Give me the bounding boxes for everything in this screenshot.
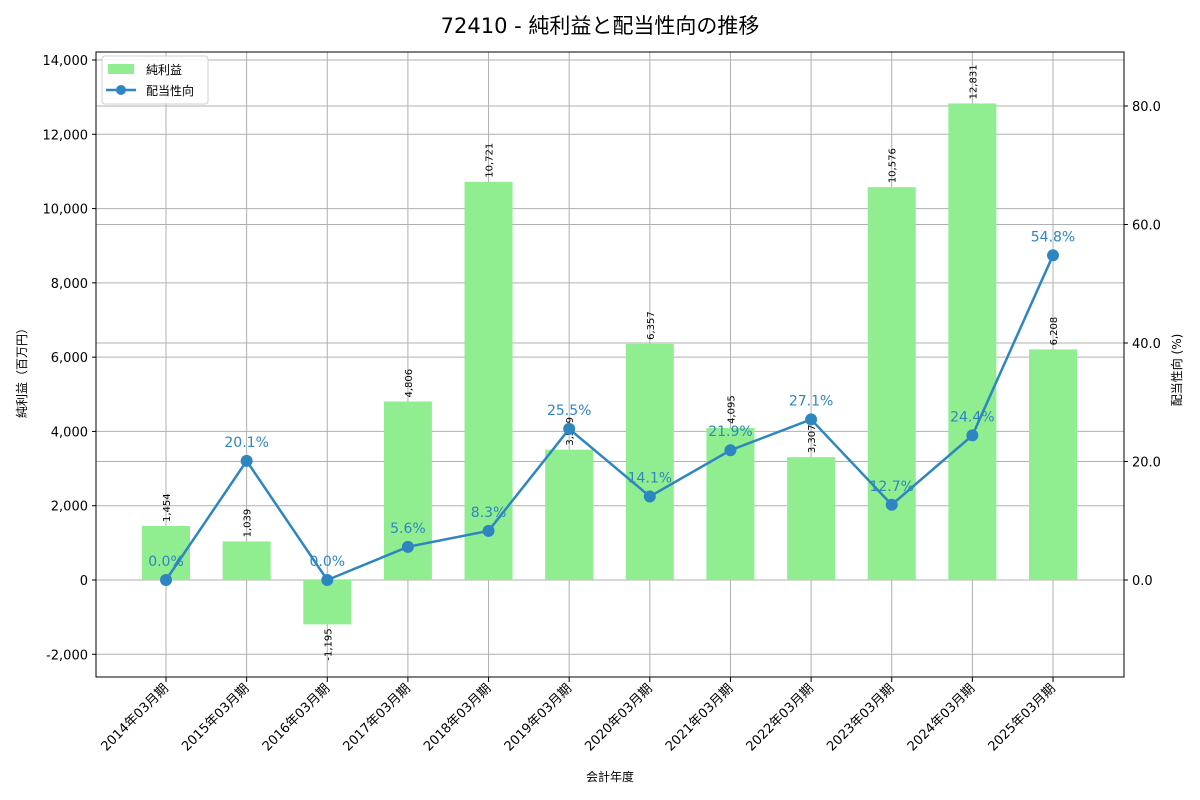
bar-value-label: 1,454: [162, 493, 173, 522]
right-axis-label: 配当性向 (%): [1169, 334, 1184, 407]
percent-label: 12.7%: [869, 479, 913, 495]
svg-text:2018年03月期: 2018年03月期: [421, 681, 494, 754]
bar-series: [142, 103, 1077, 625]
svg-text:0.0: 0.0: [1132, 574, 1153, 589]
percent-label: 54.8%: [1031, 229, 1075, 245]
right-axis-ticks: 0.0 20.0 40.0 60.0 80.0: [1124, 100, 1161, 589]
bar-value-label: 4,806: [404, 369, 415, 398]
svg-text:2019年03月期: 2019年03月期: [502, 681, 575, 754]
bar-value-label: 10,721: [485, 143, 496, 178]
line-marker: [724, 444, 737, 457]
plot-frame: [95, 51, 1125, 678]
svg-text:2025年03月期: 2025年03月期: [986, 681, 1059, 754]
bar-value-labels: 1,4541,039-1,1954,80610,7213,5096,3574,0…: [162, 64, 1060, 660]
bar-value-label: 6,357: [646, 311, 657, 340]
line-marker: [160, 574, 172, 586]
legend-line-marker-icon: [116, 85, 126, 95]
line-marker: [643, 490, 656, 503]
svg-text:80.0: 80.0: [1132, 100, 1161, 115]
svg-text:2014年03月期: 2014年03月期: [99, 681, 172, 754]
chart-title: 72410 - 純利益と配当性向の推移: [440, 14, 760, 38]
bar-value-label: 3,307: [807, 425, 818, 454]
bar: [142, 525, 190, 580]
svg-text:2016年03月期: 2016年03月期: [260, 681, 333, 754]
left-axis-ticks: -2,000 0 2,000 4,000 6,000 8,000 10,000 12,000 1…: [43, 54, 96, 663]
percent-label: 21.9%: [708, 424, 752, 440]
legend-bar-swatch: [108, 64, 134, 74]
percent-label: 25.5%: [547, 403, 591, 419]
percent-label: 27.1%: [789, 393, 833, 409]
bar: [545, 449, 594, 580]
svg-text:-2,000: -2,000: [46, 648, 88, 663]
svg-text:12,000: 12,000: [43, 128, 89, 143]
svg-text:2021年03月期: 2021年03月期: [663, 681, 736, 754]
svg-text:2020年03月期: 2020年03月期: [582, 681, 655, 754]
line-marker: [482, 524, 495, 537]
line-marker: [321, 574, 334, 586]
percent-label: 24.4%: [950, 409, 994, 425]
svg-text:60.0: 60.0: [1132, 219, 1161, 234]
svg-text:0: 0: [80, 574, 88, 589]
svg-text:40.0: 40.0: [1132, 337, 1161, 352]
left-axis-label: 純利益（百万円）: [15, 322, 29, 418]
svg-text:4,000: 4,000: [51, 425, 88, 440]
bar: [867, 187, 916, 581]
svg-text:2024年03月期: 2024年03月期: [905, 681, 978, 754]
bar-value-label: -1,195: [323, 628, 334, 660]
x-axis-label: 会計年度: [586, 769, 634, 784]
legend-line-label: 配当性向: [146, 83, 194, 98]
percent-label: 8.3%: [471, 505, 507, 521]
percent-label: 20.1%: [224, 435, 268, 451]
svg-text:2,000: 2,000: [51, 500, 88, 515]
bar-value-label: 10,576: [888, 148, 899, 183]
bar-value-label: 6,208: [1049, 317, 1060, 346]
svg-text:14,000: 14,000: [43, 54, 89, 69]
line-marker: [240, 454, 253, 467]
line-marker: [885, 498, 898, 511]
svg-text:2017年03月期: 2017年03月期: [340, 681, 413, 754]
legend: 純利益 配当性向: [101, 55, 209, 105]
bar: [464, 181, 513, 580]
x-axis-ticks: 2014年03月期 2015年03月期 2016年03月期 2017年03月期 2018…: [99, 677, 1059, 755]
bar-value-label: 4,095: [726, 395, 737, 424]
svg-text:2015年03月期: 2015年03月期: [179, 681, 252, 754]
line-marker: [805, 413, 818, 426]
bar: [948, 103, 997, 581]
svg-text:6,000: 6,000: [51, 351, 88, 366]
svg-text:8,000: 8,000: [51, 277, 88, 292]
bar-value-label: 12,831: [968, 64, 979, 99]
bar: [625, 343, 674, 580]
legend-bar-label: 純利益: [146, 63, 182, 77]
svg-text:10,000: 10,000: [43, 203, 89, 218]
bar-value-label: 1,039: [243, 509, 254, 538]
svg-text:2022年03月期: 2022年03月期: [744, 681, 817, 754]
line-marker: [401, 540, 414, 553]
bar: [303, 580, 352, 625]
svg-text:2023年03月期: 2023年03月期: [824, 681, 897, 754]
line-series: 0.0% 20.1% 0.0% 5.6% 8.3% 25.5% 14.1% 21.9% 27.1…: [148, 229, 1075, 586]
percent-label: 0.0%: [309, 554, 345, 570]
bar: [787, 457, 836, 580]
svg-text:20.0: 20.0: [1132, 456, 1161, 471]
line-marker: [563, 422, 576, 435]
percent-label: 5.6%: [390, 521, 426, 537]
line-marker: [1047, 249, 1059, 262]
percent-label: 0.0%: [148, 554, 184, 570]
percent-label: 14.1%: [628, 470, 672, 486]
bar: [1029, 349, 1077, 580]
line-marker: [966, 429, 979, 442]
bar: [222, 541, 271, 580]
